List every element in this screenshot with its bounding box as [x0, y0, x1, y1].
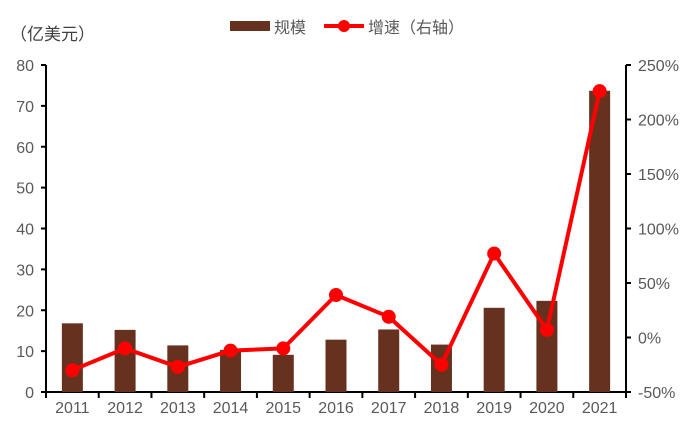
- x-axis-tick-label: 2011: [55, 400, 90, 417]
- bar-scale: [378, 329, 400, 392]
- left-axis-tick-label: 40: [16, 222, 34, 239]
- legend-label-scale: 规模: [274, 18, 307, 37]
- right-axis-tick-label: 250%: [638, 58, 679, 75]
- bar-scale: [325, 339, 347, 392]
- right-axis-tick-label: 0%: [638, 331, 661, 348]
- right-axis-tick-label: 50%: [638, 276, 670, 293]
- x-axis-tick-label: 2019: [476, 400, 512, 417]
- bar-scale: [61, 323, 83, 392]
- growth-line: [71, 90, 602, 373]
- x-axis-tick-label: 2012: [107, 400, 143, 417]
- x-axis-tick-label: 2014: [213, 400, 249, 417]
- growth-marker: [539, 322, 554, 337]
- growth-marker: [65, 363, 80, 378]
- chart-legend: 规模 增速（右轴）: [230, 14, 482, 38]
- growth-marker: [434, 357, 449, 372]
- growth-marker: [276, 341, 291, 356]
- left-axis-tick-label: 70: [16, 99, 34, 116]
- legend-item-growth: 增速（右轴）: [324, 14, 464, 38]
- left-axis-tick-label: 10: [16, 344, 34, 361]
- line-marker-swatch-icon: [324, 20, 365, 32]
- legend-item-scale: 规模: [230, 14, 306, 38]
- bar-scale: [220, 349, 242, 392]
- legend-label-growth: 增速（右轴）: [368, 18, 465, 37]
- x-axis-tick-label: 2018: [424, 400, 460, 417]
- bar-scale: [114, 329, 136, 392]
- x-axis-tick-label: 2017: [371, 400, 407, 417]
- left-axis-tick-label: 20: [16, 303, 34, 320]
- growth-marker: [381, 309, 396, 324]
- growth-marker: [487, 246, 502, 261]
- bar-scale: [483, 307, 505, 392]
- x-axis-tick-label: 2016: [318, 400, 354, 417]
- left-axis-tick-label: 0: [25, 385, 34, 402]
- left-axis-tick-label: 60: [16, 140, 34, 157]
- x-axis-tick-label: 2013: [160, 400, 196, 417]
- bar-swatch-icon: [230, 21, 270, 31]
- right-axis-tick-label: 150%: [638, 167, 679, 184]
- left-axis-tick-label: 50: [16, 181, 34, 198]
- x-axis-tick-label: 2021: [582, 400, 618, 417]
- right-axis-tick-label: 200%: [638, 113, 679, 130]
- left-axis-tick-label: 30: [16, 262, 34, 279]
- growth-marker: [118, 341, 133, 356]
- bar-scale: [272, 354, 294, 392]
- bar-scale: [536, 300, 558, 392]
- growth-marker: [170, 359, 185, 374]
- y-axis-unit-label: （亿美元）: [10, 25, 95, 45]
- growth-marker: [329, 287, 343, 302]
- x-axis-tick-label: 2015: [265, 400, 301, 417]
- x-axis-tick-label: 2020: [529, 400, 565, 417]
- right-axis-tick-label: 100%: [638, 222, 679, 239]
- bar-scale: [589, 90, 611, 392]
- growth-marker: [592, 84, 607, 99]
- left-axis-tick-label: 80: [16, 58, 34, 75]
- right-axis-tick-label: -50%: [638, 385, 675, 402]
- growth-marker: [223, 343, 238, 358]
